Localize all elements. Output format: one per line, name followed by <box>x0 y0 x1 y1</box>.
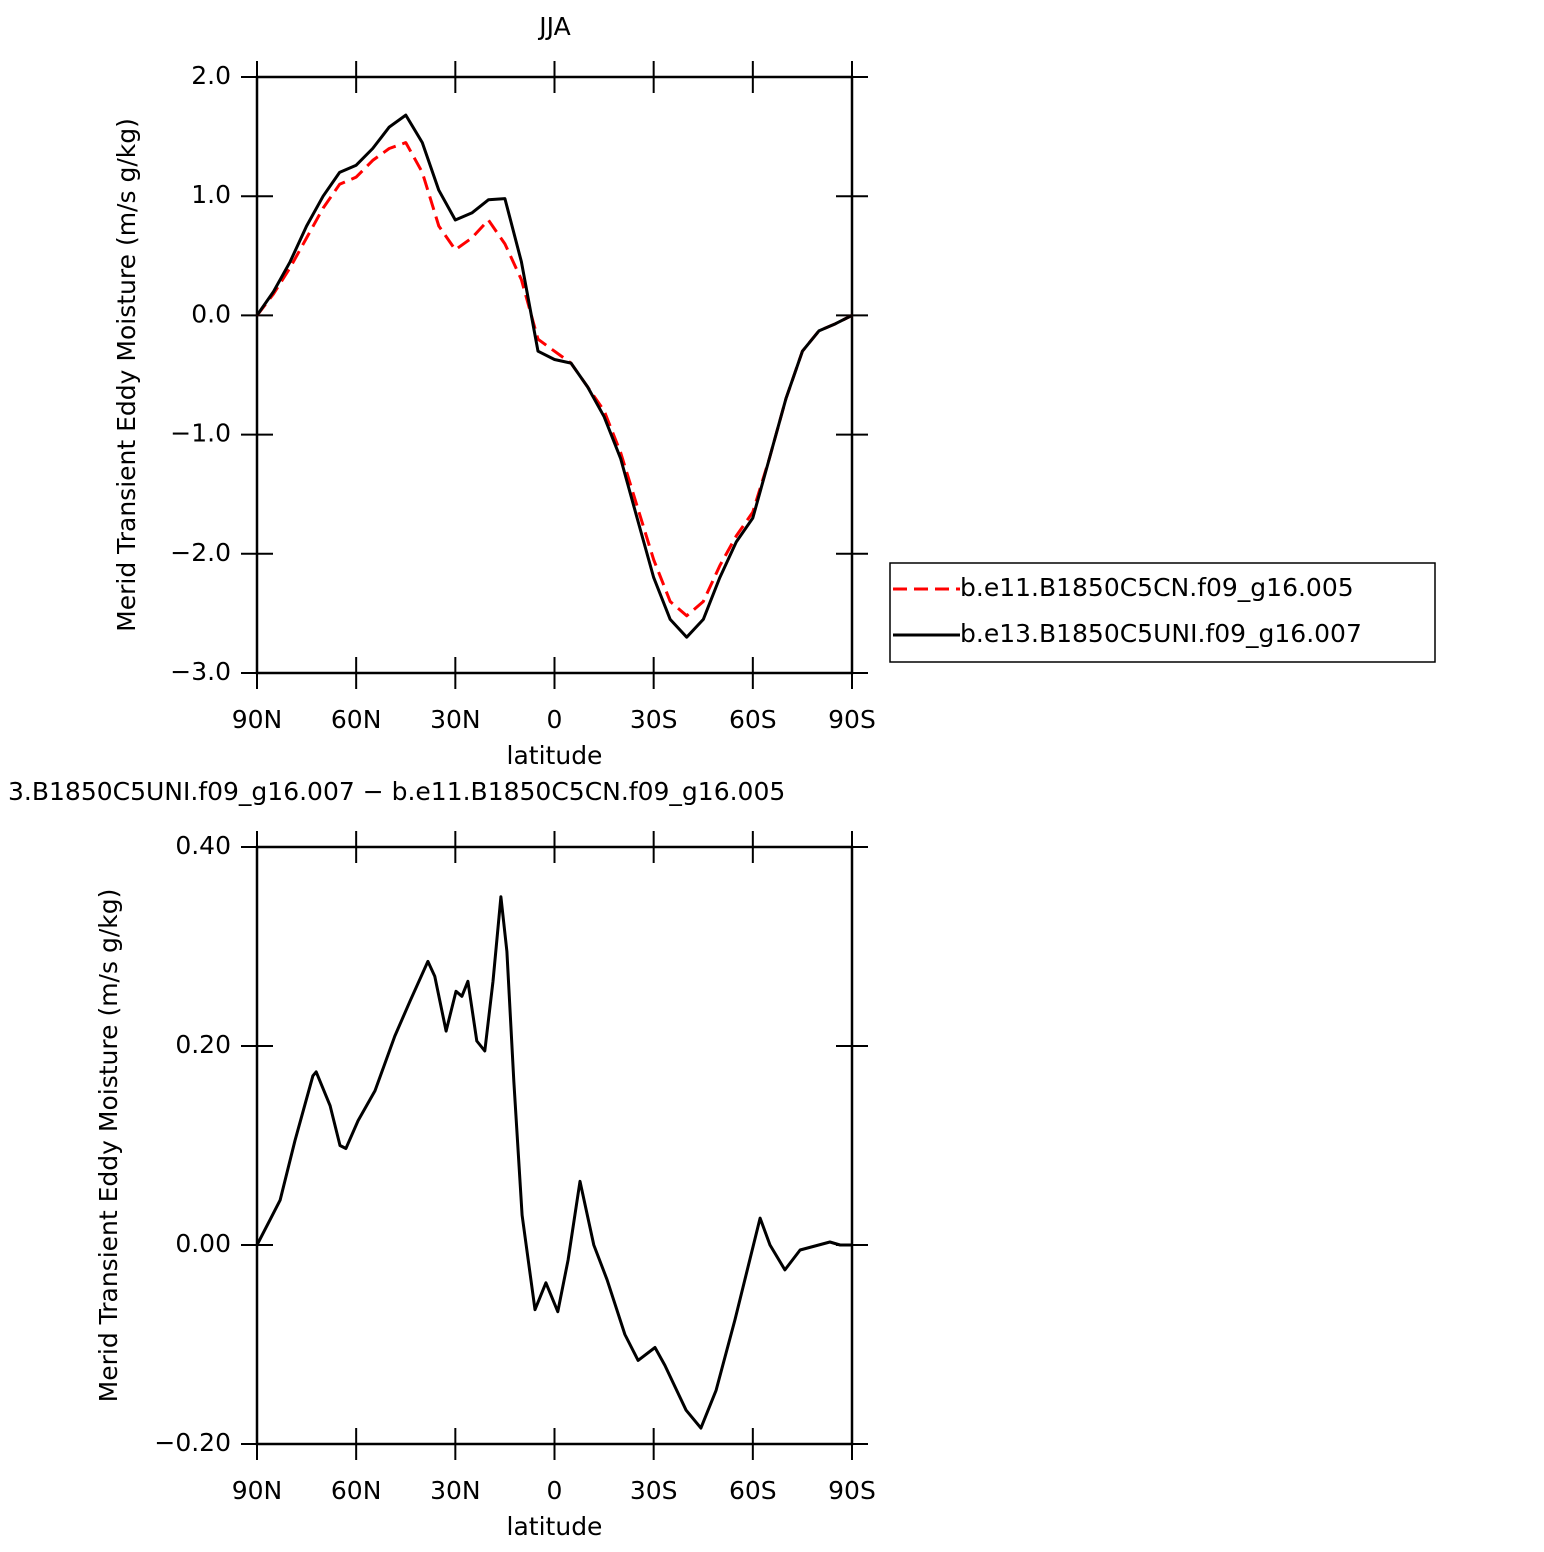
plot-frame <box>255 845 854 1446</box>
x-tick-label: 90S <box>828 705 876 734</box>
y-tick-label: 2.0 <box>191 61 231 90</box>
x-tick-label: 0 <box>547 705 563 734</box>
x-tick-label: 0 <box>547 1476 563 1505</box>
y-tick-label: 0.0 <box>191 299 231 328</box>
series-line <box>255 141 853 618</box>
x-tick-label: 60N <box>331 1476 382 1505</box>
x-tick-label: 60N <box>331 705 382 734</box>
y-tick-label: 0.40 <box>175 831 231 860</box>
x-axis-label: latitude <box>507 1512 603 1541</box>
y-tick-label: −3.0 <box>170 657 231 686</box>
x-tick-label: 30S <box>630 1476 678 1505</box>
y-tick-label: 0.00 <box>175 1229 231 1258</box>
x-tick-label: 30S <box>630 705 678 734</box>
legend-box <box>889 562 1436 663</box>
plot-frame <box>255 75 854 675</box>
x-tick-label: 90N <box>232 705 283 734</box>
series-line <box>255 113 853 639</box>
chart-title: JJA <box>537 12 570 41</box>
x-axis-label: latitude <box>507 741 603 770</box>
legend-label: b.e11.B1850C5CN.f09_g16.005 <box>960 573 1354 602</box>
x-tick-label: 60S <box>729 1476 777 1505</box>
y-tick-label: 0.20 <box>175 1030 231 1059</box>
legend-label: b.e13.B1850C5UNI.f09_g16.007 <box>960 619 1362 648</box>
y-tick-label: −0.20 <box>154 1428 231 1457</box>
series-line <box>255 895 852 1430</box>
y-axis-label: Merid Transient Eddy Moisture (m/s g/kg) <box>94 889 123 1403</box>
x-tick-label: 60S <box>729 705 777 734</box>
chart-title: 3.B1850C5UNI.f09_g16.007 − b.e11.B1850C5… <box>8 777 785 806</box>
x-tick-label: 90N <box>232 1476 283 1505</box>
x-tick-label: 90S <box>828 1476 876 1505</box>
y-tick-label: 1.0 <box>191 180 231 209</box>
x-tick-label: 30N <box>430 1476 481 1505</box>
x-tick-label: 30N <box>430 705 481 734</box>
y-tick-label: −2.0 <box>170 538 231 567</box>
y-axis-label: Merid Transient Eddy Moisture (m/s g/kg) <box>112 118 141 632</box>
y-tick-label: −1.0 <box>170 419 231 448</box>
